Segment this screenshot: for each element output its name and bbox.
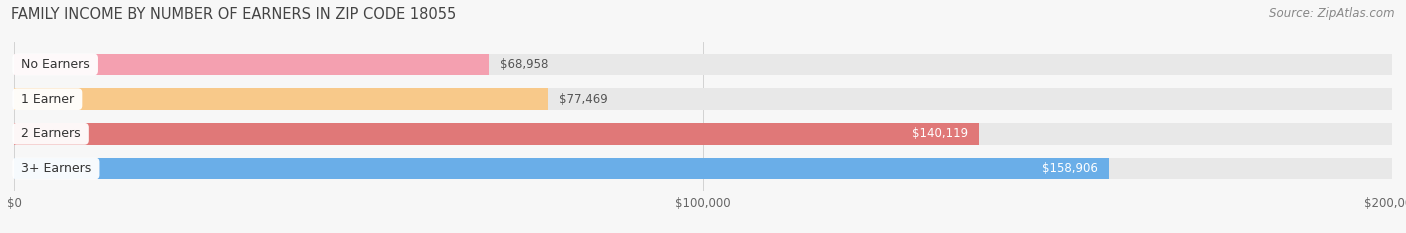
- Text: $140,119: $140,119: [912, 127, 969, 140]
- Bar: [14, 158, 1392, 179]
- Bar: [14, 123, 980, 145]
- Text: $158,906: $158,906: [1042, 162, 1098, 175]
- Text: Source: ZipAtlas.com: Source: ZipAtlas.com: [1270, 7, 1395, 20]
- Text: No Earners: No Earners: [17, 58, 94, 71]
- Text: $68,958: $68,958: [501, 58, 548, 71]
- Bar: [14, 88, 548, 110]
- Text: $77,469: $77,469: [558, 93, 607, 106]
- Text: 2 Earners: 2 Earners: [17, 127, 84, 140]
- Bar: [14, 54, 489, 75]
- Text: 1 Earner: 1 Earner: [17, 93, 77, 106]
- Text: 3+ Earners: 3+ Earners: [17, 162, 96, 175]
- Bar: [14, 88, 1392, 110]
- Bar: [14, 158, 1109, 179]
- Text: FAMILY INCOME BY NUMBER OF EARNERS IN ZIP CODE 18055: FAMILY INCOME BY NUMBER OF EARNERS IN ZI…: [11, 7, 457, 22]
- Bar: [14, 54, 1392, 75]
- Bar: [14, 123, 1392, 145]
